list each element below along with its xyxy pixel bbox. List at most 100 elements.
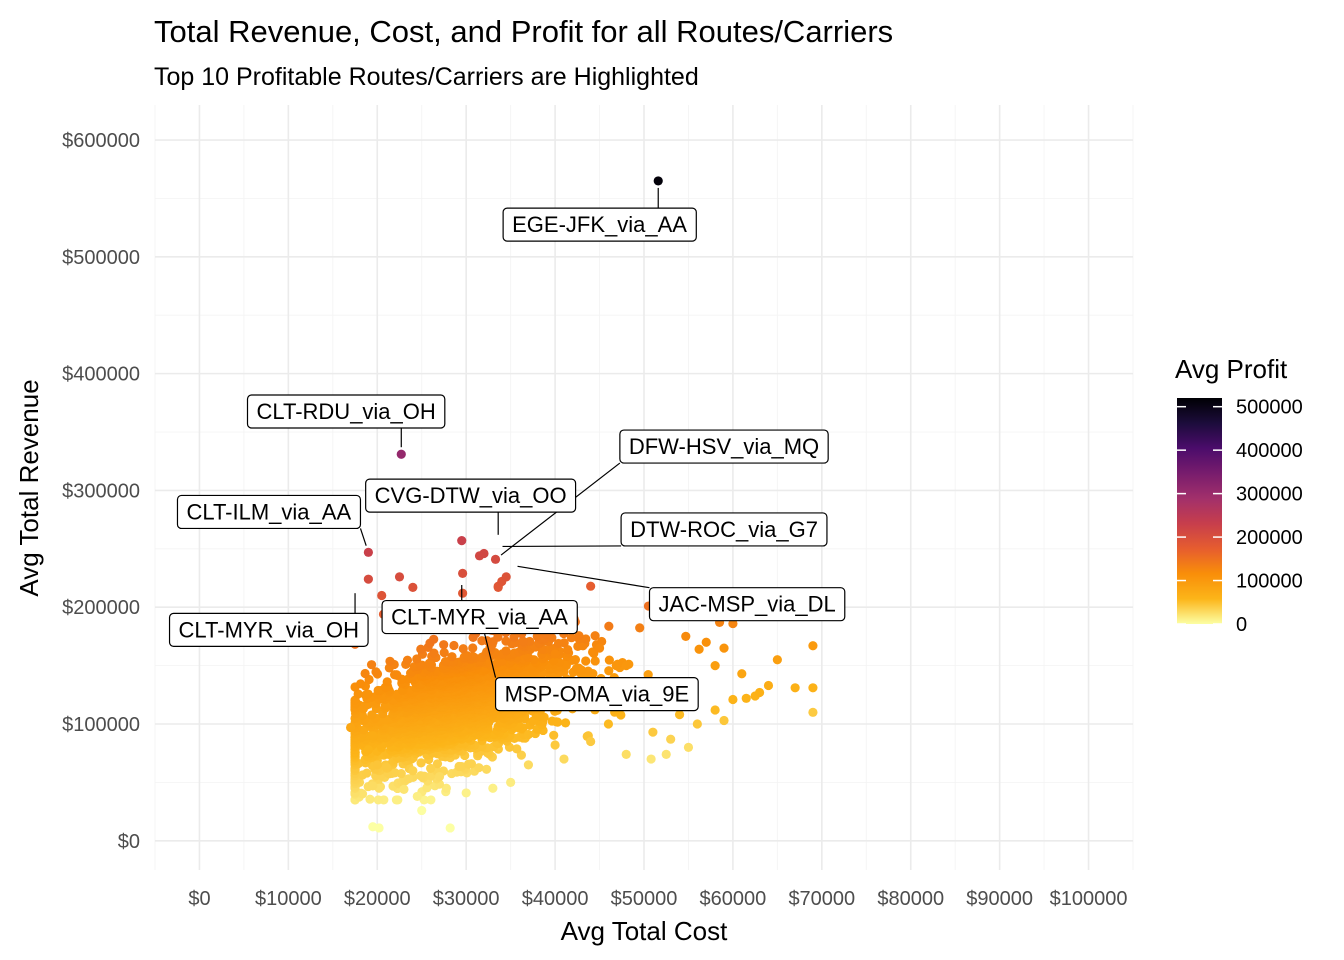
data-point: [763, 680, 774, 691]
data-point: [449, 640, 459, 651]
data-point: [523, 760, 534, 770]
data-point: [416, 758, 426, 768]
data-point: [355, 679, 366, 689]
annotation-text: CLT-RDU_via_OH: [256, 399, 435, 424]
data-point: [434, 771, 445, 782]
data-point: [367, 710, 377, 720]
data-point: [447, 652, 457, 662]
annotation-label: EGE-JFK_via_AA: [502, 207, 697, 242]
data-point: [363, 745, 373, 755]
data-point: [481, 764, 492, 774]
annotation-leader: [517, 565, 650, 589]
data-point: [549, 730, 559, 740]
data-point: [417, 805, 427, 816]
data-point: [357, 710, 368, 721]
data-point: [488, 783, 498, 793]
data-point: [403, 774, 413, 784]
data-point: [368, 781, 378, 791]
x-tick-label: $10000: [255, 888, 322, 910]
annotation-text: CLT-MYR_via_AA: [391, 605, 568, 630]
data-point: [366, 660, 377, 670]
data-point: [399, 784, 409, 795]
annotation-box: [365, 478, 577, 513]
data-point: [372, 760, 382, 770]
annotation-text: MSP-OMA_via_9E: [505, 682, 690, 707]
x-axis-tick-labels: $0 $10000 $20000 $30000 $40000 $50000 $60000 $7…: [188, 888, 1127, 910]
data-point: [547, 716, 557, 726]
data-point: [373, 685, 383, 696]
annotation-box: [381, 599, 578, 635]
annotation-box: [620, 512, 828, 547]
data-point: [586, 581, 596, 591]
annotation-label: DFW-HSV_via_MQ: [619, 429, 829, 464]
data-point: [570, 655, 581, 665]
data-point: [501, 572, 511, 582]
data-point: [581, 656, 591, 666]
y-tick-label: $300000: [62, 480, 140, 502]
point-annotations: EGE-JFK_via_AA CLT-RDU_via_OH DFW-HSV_via_…: [168, 207, 846, 712]
data-point: [377, 590, 387, 601]
data-point: [445, 823, 455, 833]
data-point: [808, 641, 818, 651]
legend-tick-label: 500000: [1236, 397, 1303, 419]
data-point: [719, 643, 729, 653]
data-point: [439, 648, 449, 658]
data-point: [408, 766, 418, 776]
data-point: [553, 638, 564, 649]
data-point: [346, 722, 356, 733]
legend-tick-label: 0: [1236, 614, 1247, 636]
data-point: [429, 634, 439, 644]
data-point: [525, 636, 535, 647]
data-point: [368, 822, 378, 832]
x-tick-label: $80000: [877, 888, 944, 910]
data-point: [458, 588, 468, 598]
y-tick-label: $200000: [62, 597, 140, 619]
annotation-label: CVG-DTW_via_OO: [365, 478, 577, 513]
data-point: [728, 694, 738, 705]
data-point: [604, 621, 614, 631]
data-point: [594, 643, 605, 653]
data-point: [604, 655, 614, 665]
data-point: [590, 631, 600, 641]
x-tick-label: $70000: [788, 888, 855, 910]
data-point: [577, 665, 587, 675]
data-point: [501, 646, 511, 656]
data-point: [373, 795, 383, 805]
annotation-label: JAC-MSP_via_DL: [648, 587, 846, 622]
y-tick-label: $100000: [62, 714, 140, 736]
data-point: [458, 644, 468, 654]
data-point: [389, 670, 400, 680]
data-point: [661, 749, 671, 759]
data-point: [694, 644, 704, 654]
annotation-text: JAC-MSP_via_DL: [658, 592, 835, 617]
y-axis-title: Avg Total Revenue: [14, 379, 44, 596]
data-point: [477, 636, 487, 646]
data-point: [363, 574, 373, 584]
legend-tick-label: 200000: [1236, 527, 1303, 549]
data-point: [653, 176, 663, 186]
data-point: [353, 689, 363, 699]
annotation-text: EGE-JFK_via_AA: [512, 212, 687, 237]
data-point: [674, 710, 685, 720]
data-point: [440, 657, 451, 667]
data-point: [466, 759, 477, 769]
data-point: [808, 707, 818, 717]
data-point: [382, 677, 392, 687]
color-legend: Avg Profit 0 100000 200000 300000 400000 5000…: [1175, 354, 1303, 636]
data-point: [581, 634, 591, 644]
data-point: [363, 547, 373, 557]
data-point: [371, 667, 381, 677]
data-point: [416, 771, 426, 781]
x-tick-label: $60000: [700, 888, 767, 910]
data-point: [772, 655, 782, 665]
data-point: [360, 668, 370, 679]
annotation-box: [648, 587, 846, 622]
data-point: [408, 582, 418, 592]
data-point: [439, 640, 449, 650]
legend-tick-label: 300000: [1236, 484, 1303, 506]
data-point: [457, 536, 467, 546]
annotation-box: [168, 612, 369, 648]
annotation-label: CLT-MYR_via_AA: [381, 599, 578, 635]
data-point: [441, 783, 451, 793]
